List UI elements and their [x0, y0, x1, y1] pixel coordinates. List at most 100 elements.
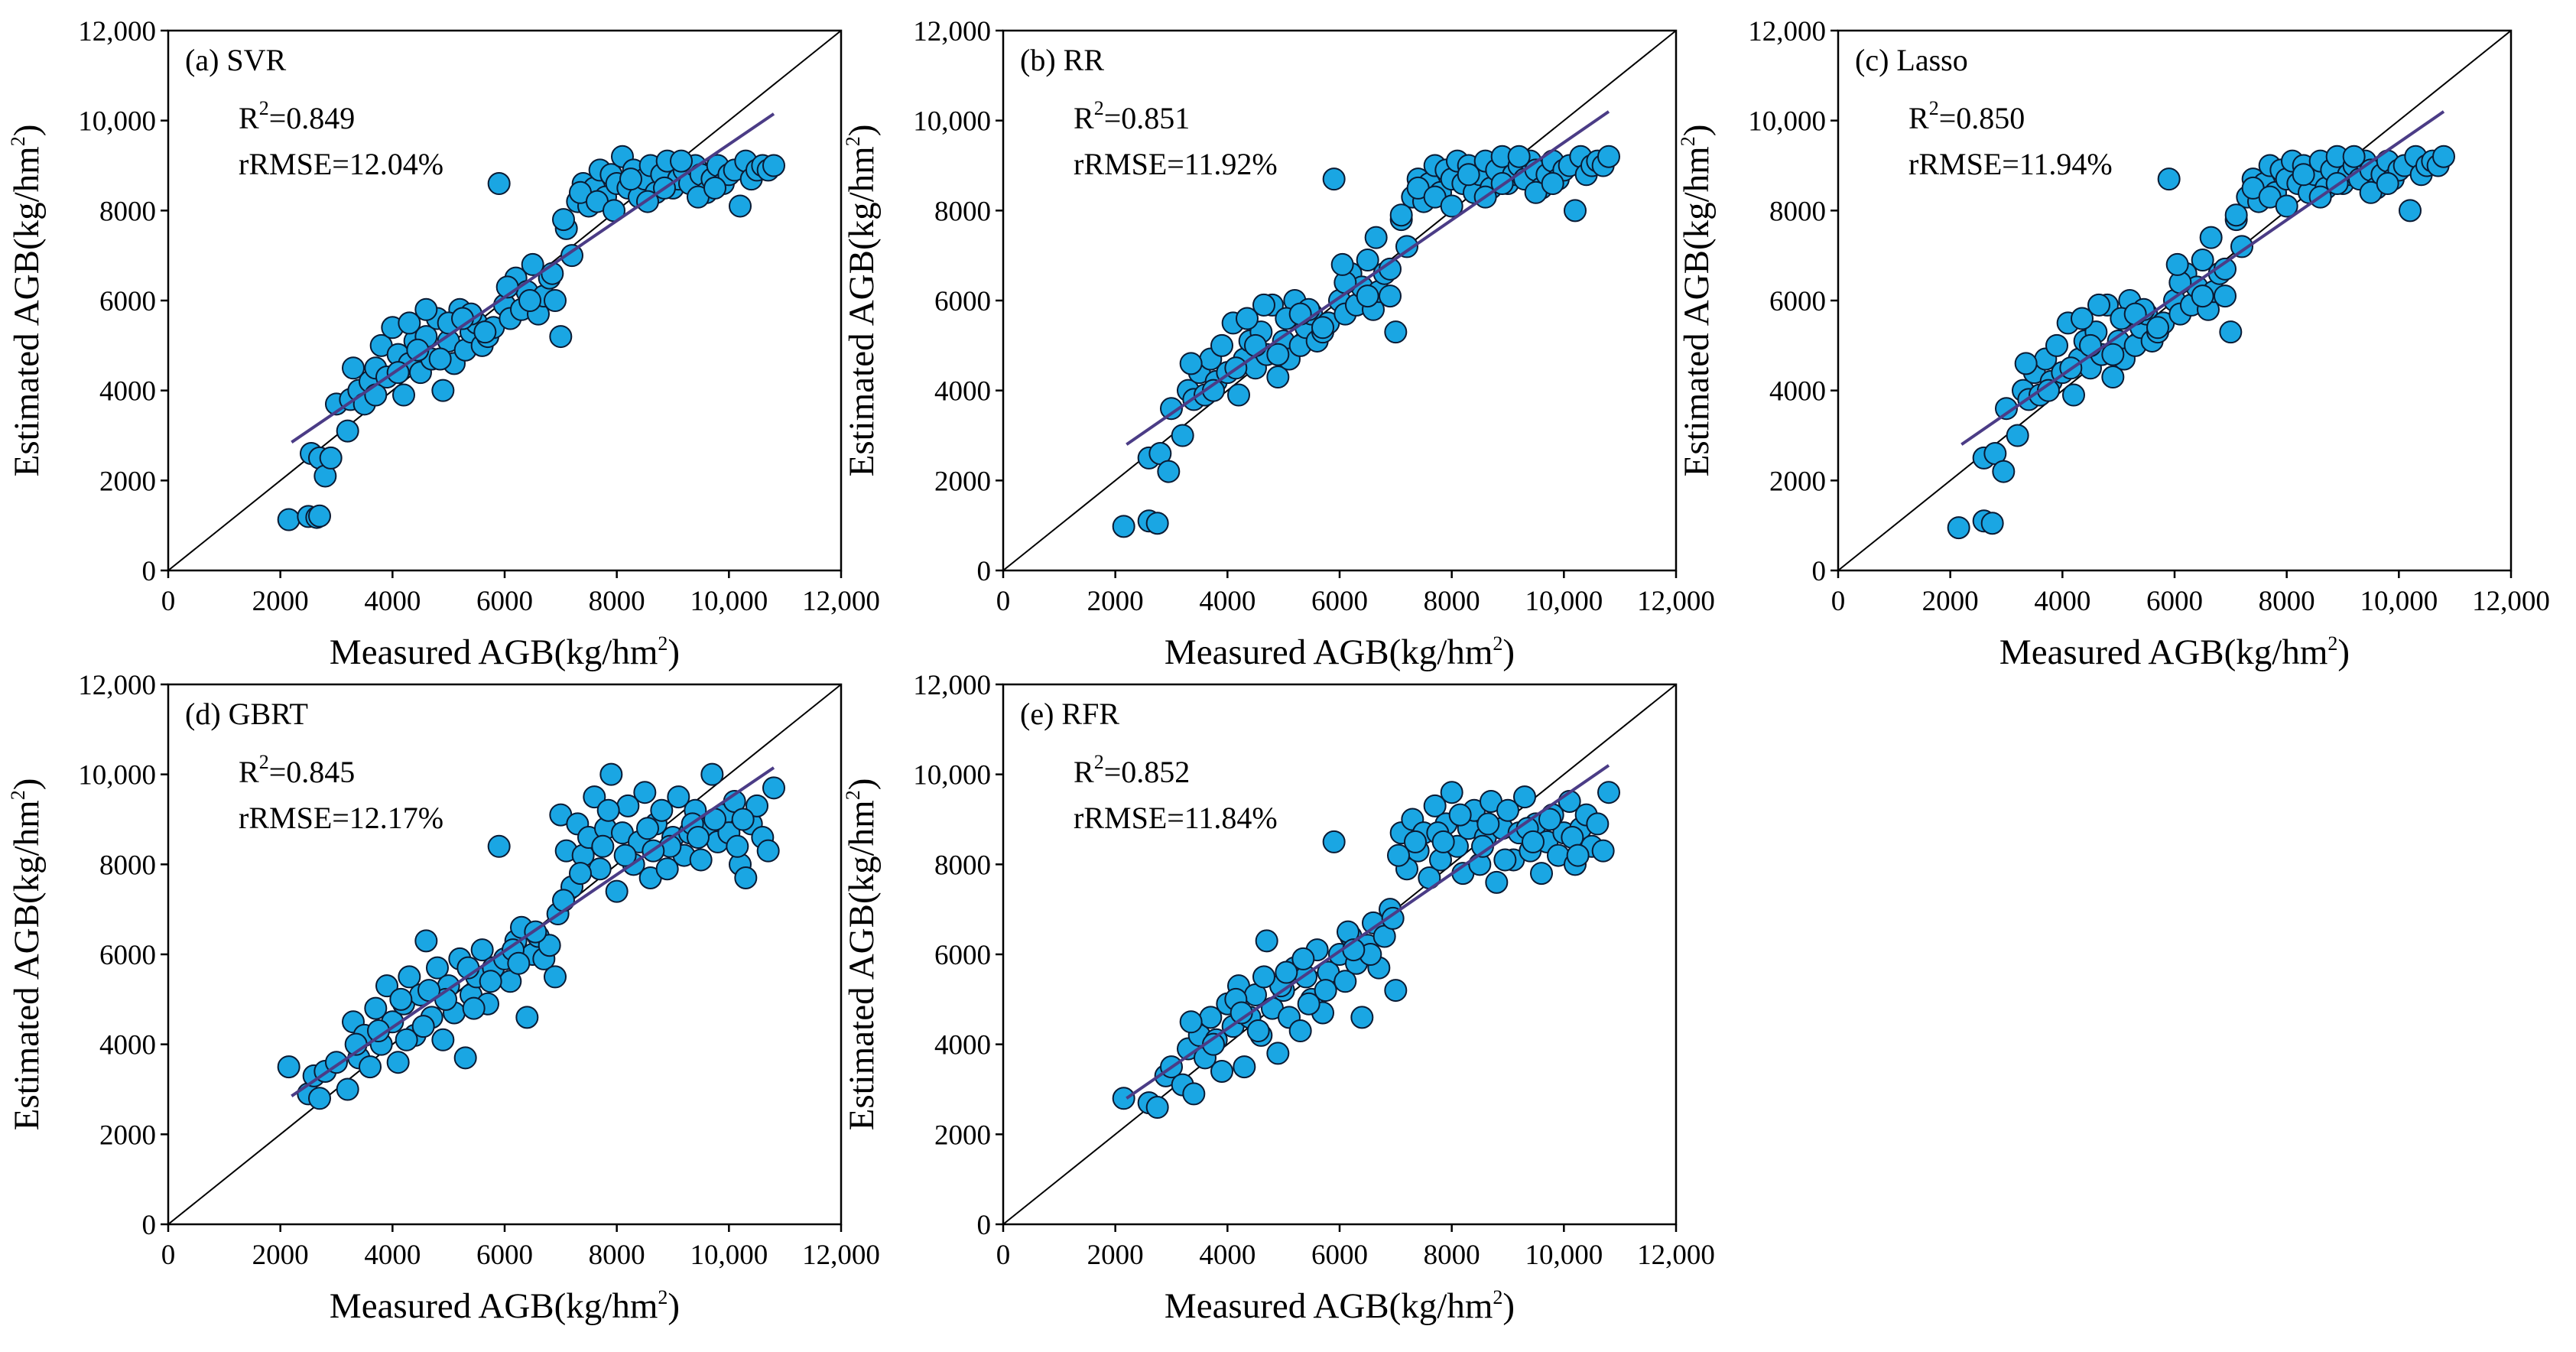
y-axis-title-text: Estimated AGB(kg/hm: [7, 800, 47, 1130]
data-point: [650, 798, 674, 822]
x-tick-label: 2000: [1087, 1240, 1144, 1271]
data-point: [2123, 302, 2147, 326]
rrmse-annotation: rRMSE=12.04%: [239, 147, 443, 181]
data-point: [336, 419, 359, 443]
x-tick-label: 0: [996, 586, 1011, 617]
x-tick-label: 2000: [252, 1240, 309, 1271]
data-point: [619, 167, 642, 191]
y-tick-label: 6000: [99, 940, 156, 971]
data-point: [1350, 1006, 1374, 1029]
data-point: [1440, 781, 1463, 804]
y-axis-title-suffix: ): [1677, 125, 1717, 137]
x-axis-title: Measured AGB(kg/hm2): [1165, 632, 1515, 672]
data-point: [1157, 460, 1181, 483]
data-point: [389, 987, 413, 1011]
r2-annotation: R2=0.845: [239, 751, 355, 789]
x-tick-label: 8000: [1424, 1240, 1480, 1271]
data-point: [515, 1006, 539, 1029]
data-point: [1252, 965, 1275, 989]
x-tick-label: 4000: [364, 586, 421, 617]
data-point: [1597, 781, 1620, 804]
data-point: [2432, 145, 2455, 168]
x-tick-label: 12,000: [802, 1240, 880, 1271]
data-point: [1513, 785, 1536, 809]
x-axis-title: Measured AGB(kg/hm2): [1999, 632, 2350, 672]
x-tick-label: 0: [161, 1240, 176, 1271]
x-axis-title: Measured AGB(kg/hm2): [330, 632, 680, 672]
data-point: [762, 154, 785, 177]
data-point: [1266, 343, 1290, 366]
data-point: [414, 297, 438, 321]
x-tick-label: 0: [161, 586, 176, 617]
data-point: [2224, 203, 2248, 227]
x-tick-label: 4000: [1199, 586, 1256, 617]
data-point: [364, 996, 388, 1020]
data-point: [431, 379, 455, 402]
data-point: [277, 1055, 300, 1079]
x-tick-label: 6000: [1311, 1240, 1368, 1271]
data-point: [633, 781, 657, 804]
y-tick-label: 10,000: [78, 760, 156, 791]
data-point: [1384, 979, 1408, 1003]
data-point: [729, 194, 752, 218]
data-point: [1160, 397, 1183, 421]
x-axis-title-suffix: ): [668, 632, 680, 672]
y-axis-title-superscript: 2: [842, 790, 864, 800]
data-point: [319, 446, 343, 470]
y-axis-title-text: Estimated AGB(kg/hm: [842, 800, 882, 1130]
r2-annotation: R2=0.850: [1908, 97, 2025, 135]
x-tick-label: 12,000: [802, 586, 880, 617]
data-point: [1182, 1082, 1206, 1106]
data-point: [1457, 163, 1480, 187]
y-axis-title-superscript: 2: [1677, 136, 1699, 146]
panel-label: (d) GBRT: [185, 697, 308, 731]
x-axis-title-superscript: 2: [1493, 632, 1502, 655]
x-axis-title-suffix: ): [2337, 632, 2350, 672]
x-tick-label: 10,000: [690, 586, 768, 617]
y-tick-label: 6000: [1769, 286, 1826, 317]
r2-value: =0.849: [269, 101, 356, 135]
x-axis-title-text: Measured AGB(kg/hm: [330, 632, 658, 672]
data-point: [538, 934, 561, 957]
data-point: [398, 965, 421, 989]
y-tick-label: 12,000: [78, 16, 156, 47]
y-axis-title-suffix: ): [842, 125, 882, 137]
data-point: [1507, 145, 1531, 168]
x-tick-label: 12,000: [2472, 586, 2550, 617]
chart-panel: 0 2000 4000 6000 8000 10,000 12,000 0 2000 4000 60…: [1677, 16, 2550, 672]
data-point: [583, 785, 606, 809]
data-point: [1246, 1019, 1270, 1043]
data-point: [1288, 302, 1312, 326]
x-tick-label: 6000: [2146, 586, 2203, 617]
x-tick-label: 12,000: [1637, 1240, 1715, 1271]
data-point: [2045, 333, 2068, 357]
data-point: [1448, 803, 1472, 827]
y-axis-title: Estimated AGB(kg/hm2): [7, 125, 47, 477]
data-point: [359, 1055, 382, 1079]
data-point: [569, 862, 592, 886]
data-point: [2275, 194, 2298, 218]
panel-label: (e) RFR: [1020, 697, 1119, 731]
data-point: [1330, 252, 1354, 276]
data-point: [507, 951, 531, 975]
data-point: [636, 817, 659, 840]
data-point: [552, 208, 575, 232]
y-axis-title-superscript: 2: [7, 136, 29, 146]
data-point: [2230, 235, 2253, 258]
data-point: [479, 970, 502, 993]
data-point: [398, 311, 421, 335]
y-axis-title-text: Estimated AGB(kg/hm: [7, 146, 47, 476]
data-point: [411, 1015, 435, 1038]
data-point: [392, 383, 415, 407]
data-point: [689, 848, 713, 872]
data-point: [1322, 830, 1346, 853]
data-point: [431, 1028, 455, 1051]
data-point: [1266, 366, 1290, 389]
y-tick-label: 0: [977, 1210, 992, 1241]
data-point: [2191, 284, 2214, 308]
y-tick-label: 0: [1812, 556, 1827, 587]
data-point: [342, 356, 365, 380]
data-point: [1333, 970, 1357, 993]
x-tick-label: 2000: [1087, 586, 1144, 617]
